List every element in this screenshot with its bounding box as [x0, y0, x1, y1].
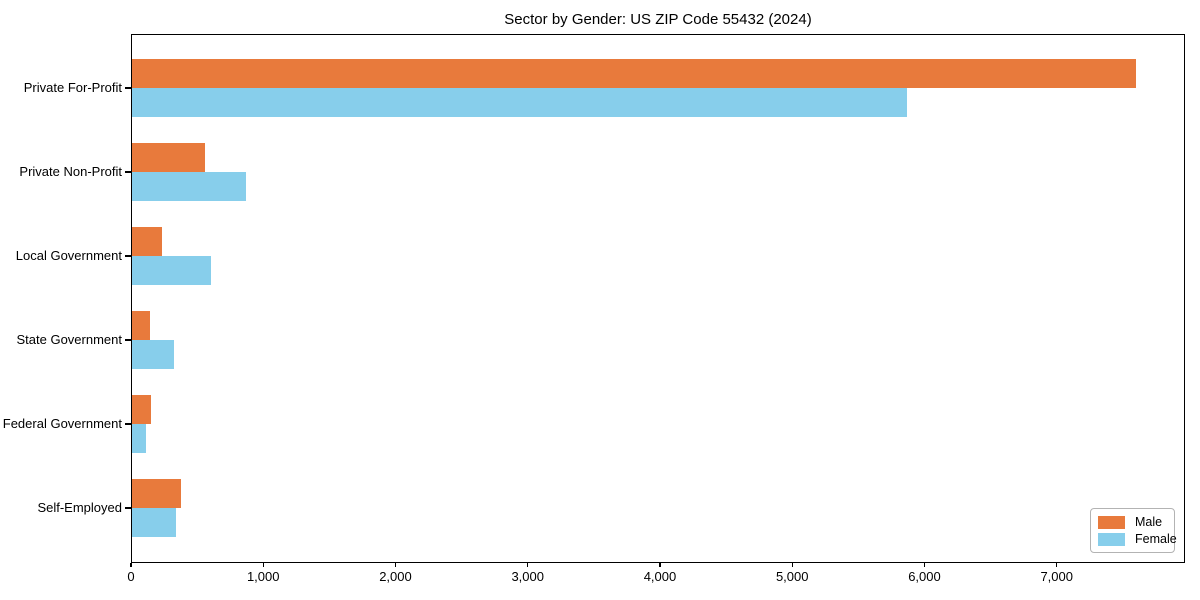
chart-title: Sector by Gender: US ZIP Code 55432 (202… [504, 11, 812, 28]
bar-male [132, 395, 151, 424]
y-axis-tick [125, 339, 131, 341]
bar-female [132, 508, 176, 537]
bar-female [132, 340, 174, 369]
x-axis-tick-label: 1,000 [246, 569, 280, 584]
x-axis-tick [923, 563, 926, 567]
legend: Male Female [1090, 508, 1177, 553]
y-axis-tick [125, 87, 131, 89]
x-axis-tick [262, 563, 264, 567]
y-axis-label: Private For-Profit [23, 80, 122, 95]
x-axis-tick-label: 7,000 [1040, 569, 1073, 584]
legend-item: Male [1098, 515, 1166, 529]
x-axis-tick-label: 2,000 [379, 569, 412, 584]
bar-male [132, 311, 150, 340]
legend-swatch-female [1098, 532, 1125, 546]
y-axis-label: Local Government [15, 248, 122, 263]
bar-male [132, 227, 163, 256]
x-axis-tick [791, 563, 793, 567]
x-axis-tick [394, 563, 397, 567]
x-axis-tick-label: 5,000 [775, 569, 809, 584]
y-axis-tick [125, 423, 131, 425]
bar-female [132, 256, 211, 285]
x-axis-tick-label: 4,000 [643, 569, 677, 584]
x-axis-tick [659, 563, 661, 567]
bar-female [132, 88, 908, 117]
y-axis-tick [125, 255, 131, 257]
bar-female [132, 172, 247, 201]
plot-area [131, 34, 1185, 563]
y-axis-label: Federal Government [2, 416, 122, 431]
x-axis-tick [527, 563, 529, 567]
legend-swatch-male [1098, 515, 1125, 529]
x-axis-tick-label: 3,000 [511, 569, 544, 584]
bar-female [132, 424, 146, 453]
legend-label: Male [1135, 515, 1163, 529]
x-axis-tick-label: 0 [127, 569, 135, 584]
x-axis-tick [130, 563, 132, 567]
bar-male [132, 143, 206, 172]
y-axis-tick [125, 171, 131, 173]
legend-label: Female [1135, 532, 1177, 546]
bar-male [132, 479, 181, 508]
y-axis-label: Self-Employed [37, 500, 122, 515]
y-axis-tick [125, 507, 131, 509]
bar-male [132, 59, 1137, 88]
y-axis-label: Private Non-Profit [19, 164, 122, 179]
x-axis-tick-label: 6,000 [908, 569, 941, 584]
y-axis-label: State Government [16, 332, 123, 347]
legend-item: Female [1098, 532, 1177, 546]
x-axis-tick [1056, 563, 1058, 567]
